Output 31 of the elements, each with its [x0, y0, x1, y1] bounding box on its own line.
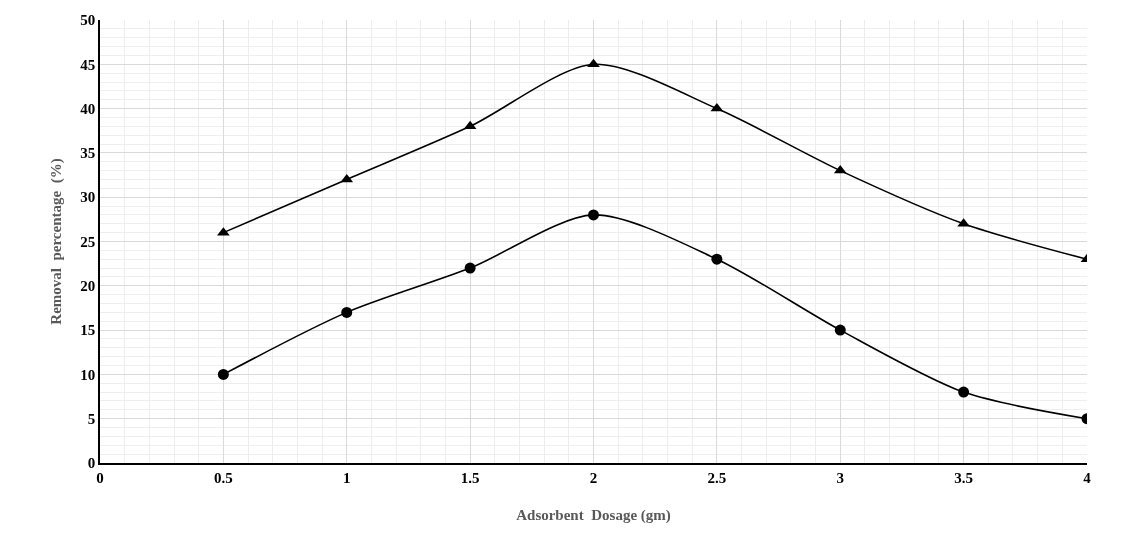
point [834, 324, 846, 336]
x-tick-label: 0.5 [214, 469, 233, 486]
y-tick-label: 35 [80, 145, 96, 162]
y-tick-label: 45 [80, 56, 96, 73]
x-tick-label: 1.5 [460, 469, 480, 486]
x-tick-label: 2.5 [707, 469, 727, 486]
x-tick-label: 1 [343, 469, 351, 486]
point [340, 173, 354, 183]
point [588, 209, 599, 221]
point [587, 58, 600, 68]
point [464, 262, 476, 274]
point [463, 120, 477, 130]
x-tick-label: 4 [1083, 469, 1092, 486]
y-tick-label: 0 [87, 455, 96, 472]
y-tick-label: 20 [80, 278, 96, 295]
x-tick-label: 2 [589, 469, 598, 486]
point [217, 368, 229, 380]
x-axis-title: Adsorbent Dosage (gm) [516, 507, 671, 525]
y-tick-label: 10 [80, 366, 96, 383]
x-tick-label: 3.5 [954, 469, 974, 486]
point [711, 253, 723, 265]
y-tick-label: 40 [80, 100, 96, 117]
y-tick-label: 30 [80, 189, 96, 206]
y-axis-title: Removal percentage (%) [48, 158, 65, 325]
y-tick-label: 5 [87, 410, 96, 427]
y-tick-label: 25 [80, 233, 96, 250]
point [958, 386, 970, 398]
y-tick-label: 50 [80, 12, 96, 29]
x-tick-label: 3 [836, 469, 844, 486]
y-tick-label: 15 [80, 322, 96, 339]
point [341, 306, 353, 318]
